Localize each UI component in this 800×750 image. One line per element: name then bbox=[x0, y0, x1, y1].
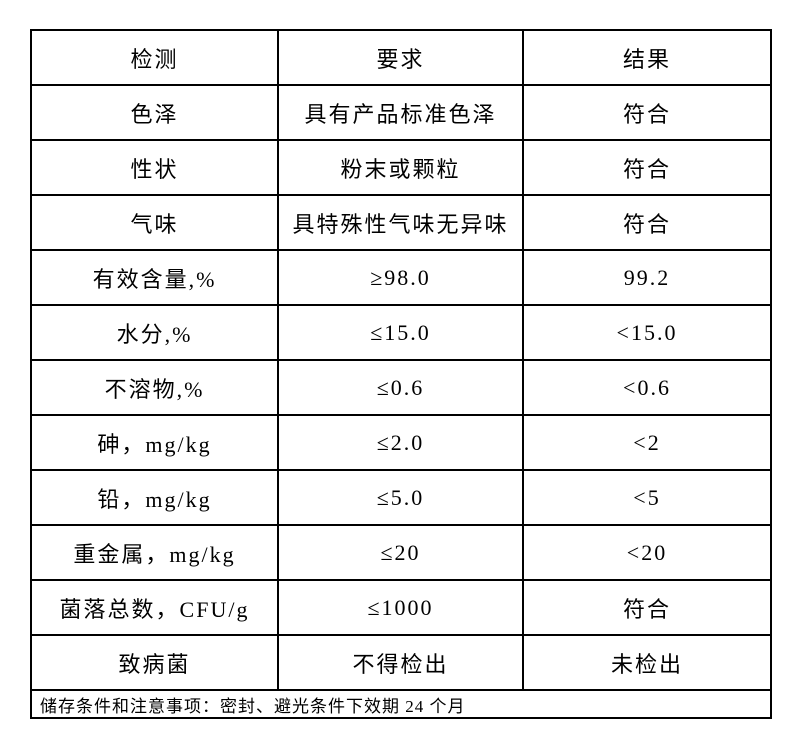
storage-note: 储存条件和注意事项：密封、避光条件下效期 24 个月 bbox=[30, 689, 772, 719]
table-row: 菌落总数，CFU/g ≤1000 符合 bbox=[30, 579, 772, 636]
cell-result: 符合 bbox=[522, 579, 772, 636]
cell-requirement: 具有产品标准色泽 bbox=[277, 84, 524, 141]
cell-requirement: ≤5.0 bbox=[277, 469, 524, 526]
column-header-result: 结果 bbox=[522, 29, 772, 86]
cell-test: 有效含量,% bbox=[30, 249, 279, 306]
cell-test: 水分,% bbox=[30, 304, 279, 361]
table-row: 不溶物,% ≤0.6 <0.6 bbox=[30, 359, 772, 416]
table-row: 致病菌 不得检出 未检出 bbox=[30, 634, 772, 691]
cell-result: 符合 bbox=[522, 194, 772, 251]
cell-test: 菌落总数，CFU/g bbox=[30, 579, 279, 636]
cell-requirement: ≤2.0 bbox=[277, 414, 524, 471]
cell-test: 致病菌 bbox=[30, 634, 279, 691]
cell-result: 99.2 bbox=[522, 249, 772, 306]
column-header-requirement: 要求 bbox=[277, 29, 524, 86]
cell-requirement: 具特殊性气味无异味 bbox=[277, 194, 524, 251]
cell-requirement: ≥98.0 bbox=[277, 249, 524, 306]
cell-requirement: ≤20 bbox=[277, 524, 524, 581]
cell-result: 未检出 bbox=[522, 634, 772, 691]
table-row: 重金属，mg/kg ≤20 <20 bbox=[30, 524, 772, 581]
cell-result: <2 bbox=[522, 414, 772, 471]
cell-result: <15.0 bbox=[522, 304, 772, 361]
cell-test: 铅，mg/kg bbox=[30, 469, 279, 526]
table-row: 水分,% ≤15.0 <15.0 bbox=[30, 304, 772, 361]
cell-requirement: ≤1000 bbox=[277, 579, 524, 636]
cell-test: 色泽 bbox=[30, 84, 279, 141]
footer-row: 储存条件和注意事项：密封、避光条件下效期 24 个月 bbox=[30, 689, 772, 719]
cell-result: 符合 bbox=[522, 139, 772, 196]
inspection-table-container: 检测 要求 结果 色泽 具有产品标准色泽 符合 性状 粉末或颗粒 符合 气味 具… bbox=[30, 29, 772, 719]
cell-result: 符合 bbox=[522, 84, 772, 141]
inspection-table: 检测 要求 结果 色泽 具有产品标准色泽 符合 性状 粉末或颗粒 符合 气味 具… bbox=[30, 29, 772, 719]
column-header-test: 检测 bbox=[30, 29, 279, 86]
table-row: 色泽 具有产品标准色泽 符合 bbox=[30, 84, 772, 141]
cell-test: 砷，mg/kg bbox=[30, 414, 279, 471]
cell-result: <0.6 bbox=[522, 359, 772, 416]
cell-test: 不溶物,% bbox=[30, 359, 279, 416]
cell-test: 气味 bbox=[30, 194, 279, 251]
table-row: 气味 具特殊性气味无异味 符合 bbox=[30, 194, 772, 251]
cell-result: <20 bbox=[522, 524, 772, 581]
cell-requirement: 粉末或颗粒 bbox=[277, 139, 524, 196]
table-row: 砷，mg/kg ≤2.0 <2 bbox=[30, 414, 772, 471]
header-row: 检测 要求 结果 bbox=[30, 29, 772, 86]
table-row: 铅，mg/kg ≤5.0 <5 bbox=[30, 469, 772, 526]
cell-test: 性状 bbox=[30, 139, 279, 196]
cell-test: 重金属，mg/kg bbox=[30, 524, 279, 581]
cell-result: <5 bbox=[522, 469, 772, 526]
cell-requirement: ≤0.6 bbox=[277, 359, 524, 416]
table-row: 性状 粉末或颗粒 符合 bbox=[30, 139, 772, 196]
cell-requirement: 不得检出 bbox=[277, 634, 524, 691]
cell-requirement: ≤15.0 bbox=[277, 304, 524, 361]
table-row: 有效含量,% ≥98.0 99.2 bbox=[30, 249, 772, 306]
